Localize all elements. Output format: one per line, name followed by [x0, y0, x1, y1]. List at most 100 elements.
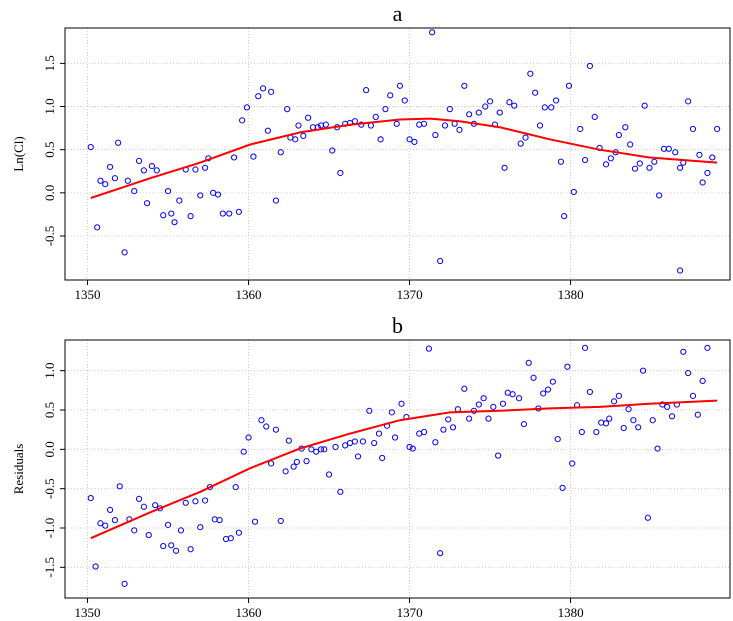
- point: [171, 219, 178, 226]
- y-axis-label: Residuals: [11, 444, 26, 495]
- point: [388, 409, 395, 416]
- point: [525, 359, 532, 366]
- point: [211, 516, 218, 523]
- y-tick-label: 1.0: [42, 363, 57, 379]
- y-axis-label: Ln(Cl): [11, 136, 26, 171]
- point: [440, 426, 447, 433]
- point: [303, 458, 310, 465]
- point: [251, 518, 259, 525]
- point: [557, 158, 565, 165]
- point: [295, 122, 302, 129]
- point: [197, 524, 204, 531]
- point: [363, 87, 370, 94]
- point: [581, 156, 589, 164]
- point: [372, 113, 379, 120]
- point: [432, 131, 439, 139]
- point: [496, 109, 503, 116]
- point: [501, 164, 508, 171]
- point: [561, 213, 568, 220]
- point: [401, 97, 408, 104]
- point: [441, 122, 449, 129]
- point: [581, 344, 589, 351]
- point: [293, 458, 300, 466]
- x-tick-label: 1360: [236, 605, 262, 620]
- point: [689, 392, 697, 399]
- point: [272, 197, 280, 204]
- point: [106, 163, 114, 171]
- point: [153, 167, 160, 174]
- point: [235, 529, 242, 536]
- point: [586, 62, 594, 70]
- point: [627, 141, 634, 148]
- point: [672, 149, 679, 156]
- plot-frame: [64, 27, 731, 281]
- point: [437, 257, 444, 265]
- point: [332, 443, 339, 451]
- point: [630, 417, 637, 424]
- point: [641, 102, 648, 109]
- point: [615, 392, 622, 399]
- point: [420, 428, 428, 436]
- point: [116, 483, 123, 490]
- point: [406, 136, 413, 143]
- x-tick-label: 1370: [397, 605, 423, 620]
- point: [622, 124, 629, 131]
- point: [517, 140, 524, 147]
- point: [704, 344, 711, 351]
- point: [578, 428, 585, 436]
- point: [635, 424, 642, 431]
- point: [148, 162, 156, 170]
- point: [300, 132, 307, 139]
- point: [511, 102, 518, 109]
- point: [606, 415, 613, 422]
- point: [145, 531, 152, 539]
- y-tick-label: 0.5: [42, 402, 57, 418]
- x-tick-label: 1380: [558, 605, 584, 620]
- point: [197, 192, 204, 199]
- point: [506, 99, 513, 106]
- point: [201, 164, 209, 171]
- point: [515, 395, 523, 402]
- point: [509, 391, 516, 398]
- point: [92, 563, 99, 570]
- point: [325, 471, 333, 478]
- point: [144, 200, 151, 207]
- point: [429, 29, 436, 36]
- point: [668, 413, 676, 420]
- point: [201, 497, 209, 504]
- point: [685, 369, 692, 377]
- smooth-line: [90, 399, 718, 540]
- point: [121, 249, 128, 256]
- point: [532, 89, 539, 96]
- point: [591, 113, 598, 120]
- point: [398, 400, 405, 407]
- point: [456, 126, 463, 133]
- point: [610, 398, 618, 405]
- point: [554, 436, 561, 443]
- point: [577, 125, 584, 133]
- point: [486, 98, 494, 105]
- y-tick-label: -1.5: [42, 557, 57, 578]
- point: [396, 82, 404, 89]
- x-tick-label: 1360: [236, 287, 262, 302]
- point: [536, 122, 544, 129]
- point: [111, 517, 119, 524]
- point: [187, 546, 194, 553]
- point: [140, 167, 147, 174]
- panel-title: b: [392, 313, 403, 338]
- point: [102, 181, 109, 188]
- point: [135, 495, 143, 502]
- point: [124, 177, 131, 184]
- point: [375, 430, 383, 437]
- panel-title: a: [393, 1, 403, 26]
- point: [549, 378, 556, 385]
- point: [602, 161, 610, 168]
- point: [329, 147, 336, 154]
- point: [454, 406, 461, 413]
- point: [230, 154, 238, 161]
- point: [676, 267, 684, 274]
- point: [485, 415, 492, 422]
- point: [135, 157, 143, 165]
- point: [342, 442, 349, 449]
